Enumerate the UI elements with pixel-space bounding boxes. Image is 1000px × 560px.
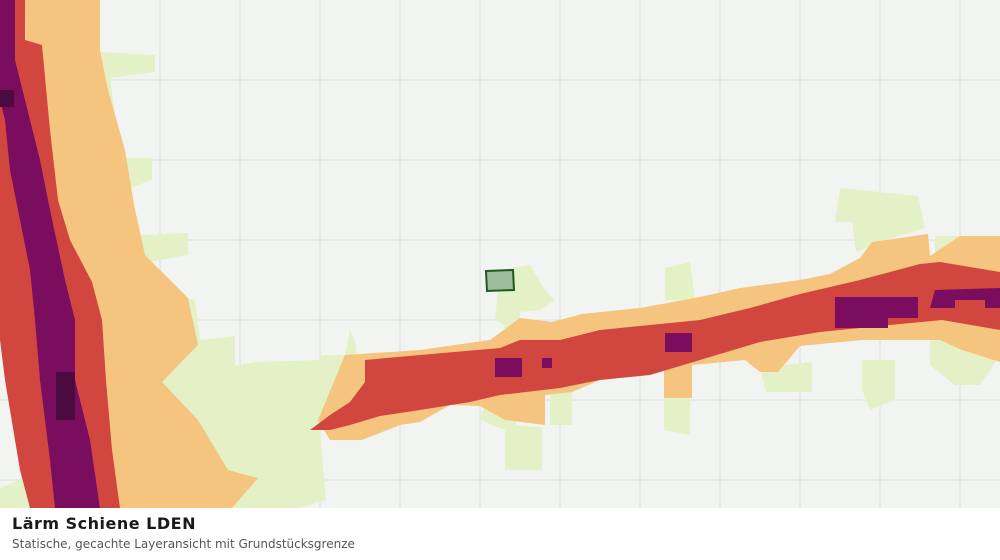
parcel-boundary[interactable] bbox=[484, 268, 516, 293]
map bbox=[0, 0, 1000, 508]
caption-title: Lärm Schiene LDEN bbox=[12, 514, 196, 533]
caption: Lärm Schiene LDEN Statische, gecachte La… bbox=[0, 508, 1000, 560]
caption-subtitle: Statische, gecachte Layeransicht mit Gru… bbox=[12, 537, 355, 551]
noise-very-high bbox=[0, 0, 1000, 508]
